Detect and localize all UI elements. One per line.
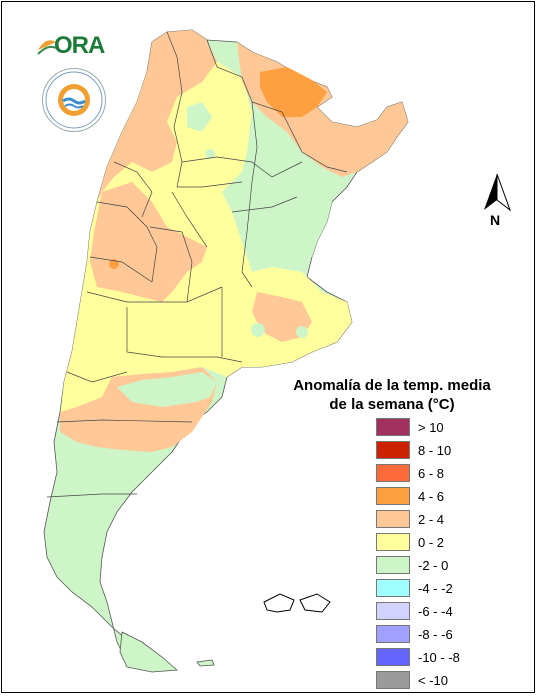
legend-swatch (376, 556, 410, 574)
legend-label: -2 - 0 (418, 558, 449, 573)
legend-label: < -10 (418, 673, 448, 688)
province-boundaries (46, 31, 348, 498)
legend-item: < -10 (376, 669, 516, 691)
legend-item: 6 - 8 (376, 462, 516, 484)
tierra-del-fuego (119, 631, 178, 673)
north-label: N (490, 212, 501, 228)
seal-icon (45, 71, 103, 129)
legend-swatch (376, 671, 410, 689)
ora-logo: ORA (36, 32, 106, 62)
legend-item: -6 - -4 (376, 600, 516, 622)
legend-title-line2: de la semana (°C) (329, 396, 455, 413)
legend-label: -6 - -4 (418, 604, 453, 619)
legend-item: 2 - 4 (376, 508, 516, 530)
zone-neg-2-0-east (242, 177, 332, 262)
legend-title-line1: Anomalía de la temp. media (293, 377, 491, 394)
legend-label: -10 - -8 (418, 650, 460, 665)
zone-2-4-cuyo (90, 182, 207, 302)
legend-swatch (376, 441, 410, 459)
legend-item: -8 - -6 (376, 623, 516, 645)
legend-swatch (376, 418, 410, 436)
legend-label: -4 - -2 (418, 581, 453, 596)
legend-swatch (376, 602, 410, 620)
zone-neg-2-0-north (187, 102, 212, 132)
legend-item: > 10 (376, 416, 516, 438)
zone-4-6 (260, 67, 327, 117)
legend-label: 8 - 10 (418, 443, 452, 458)
zone-neg-2-0-pampa (117, 372, 217, 407)
legend-swatch (376, 625, 410, 643)
legend-label: 0 - 2 (418, 535, 445, 550)
legend-label: -8 - -6 (418, 627, 453, 642)
legend-swatch (376, 579, 410, 597)
legend-item: 8 - 10 (376, 439, 516, 461)
legend-swatch (376, 510, 410, 528)
malvinas-islands (263, 593, 331, 613)
legend-swatch (376, 487, 410, 505)
smn-seal-logo (42, 68, 106, 132)
legend-item: 0 - 2 (376, 531, 516, 553)
zone-neg-2-0-spot2 (251, 323, 265, 337)
zone-neg-2-0-spot1 (205, 149, 215, 159)
legend-item: -10 - -8 (376, 646, 516, 668)
legend-swatch (376, 533, 410, 551)
legend-title: Anomalía de la temp. media de la semana … (292, 376, 492, 414)
legend-item: 4 - 6 (376, 485, 516, 507)
legend-item: -4 - -2 (376, 577, 516, 599)
zone-4-6-spot (109, 259, 119, 269)
ora-logo-text: ORA (54, 32, 105, 59)
legend-item: -2 - 0 (376, 554, 516, 576)
legend-label: 2 - 4 (418, 512, 445, 527)
north-arrow: N (480, 172, 520, 232)
isla-de-los-estados (196, 659, 215, 667)
north-arrow-icon (484, 173, 512, 212)
legend-swatch (376, 648, 410, 666)
legend-label: > 10 (418, 420, 444, 435)
leaf-icon (37, 40, 56, 55)
zone-neg-2-0-spot3 (296, 326, 308, 338)
legend-label: 6 - 8 (418, 466, 445, 481)
legend-label: 4 - 6 (418, 489, 445, 504)
legend-swatch (376, 464, 410, 482)
zone-2-4-northwest (97, 30, 217, 202)
